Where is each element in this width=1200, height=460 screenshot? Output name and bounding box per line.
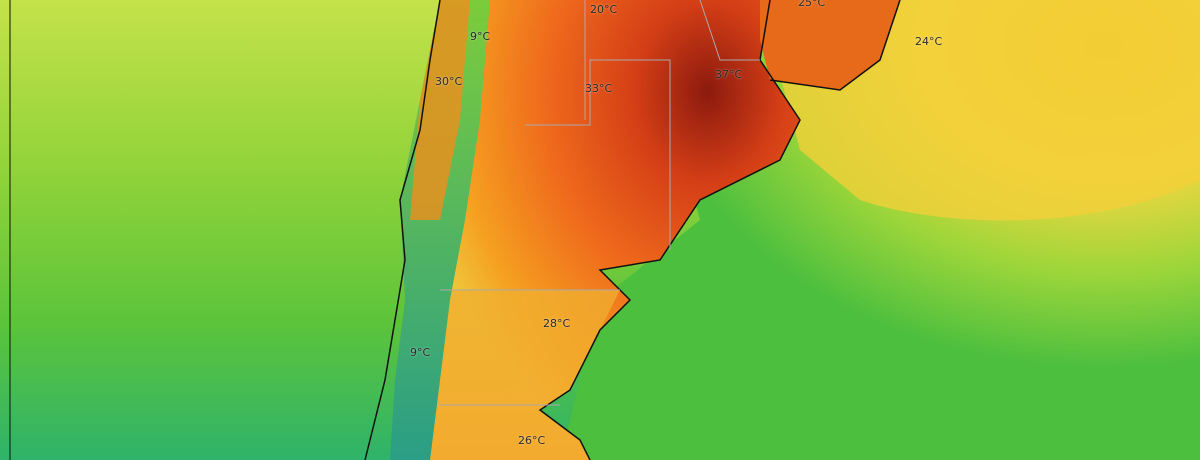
temp-label: 20°C bbox=[590, 3, 618, 16]
province-borders bbox=[440, 0, 760, 406]
chile-land bbox=[390, 0, 490, 460]
temp-label: 33°C bbox=[585, 82, 613, 95]
chile-coast-warm bbox=[410, 0, 470, 220]
temp-label: 9°C bbox=[410, 346, 431, 359]
temp-label: 30°C bbox=[435, 75, 463, 88]
temp-label: 26°C bbox=[518, 434, 546, 447]
uruguay-brazil-land bbox=[760, 0, 900, 90]
coastline bbox=[364, 0, 901, 460]
temp-label: 37°C bbox=[715, 68, 743, 81]
temp-label: 28°C bbox=[543, 317, 571, 330]
temp-label: 9°C bbox=[470, 30, 491, 43]
patagonia-land bbox=[430, 290, 620, 460]
temp-label: 25°C bbox=[798, 0, 826, 9]
temp-label: 24°C bbox=[915, 35, 943, 48]
